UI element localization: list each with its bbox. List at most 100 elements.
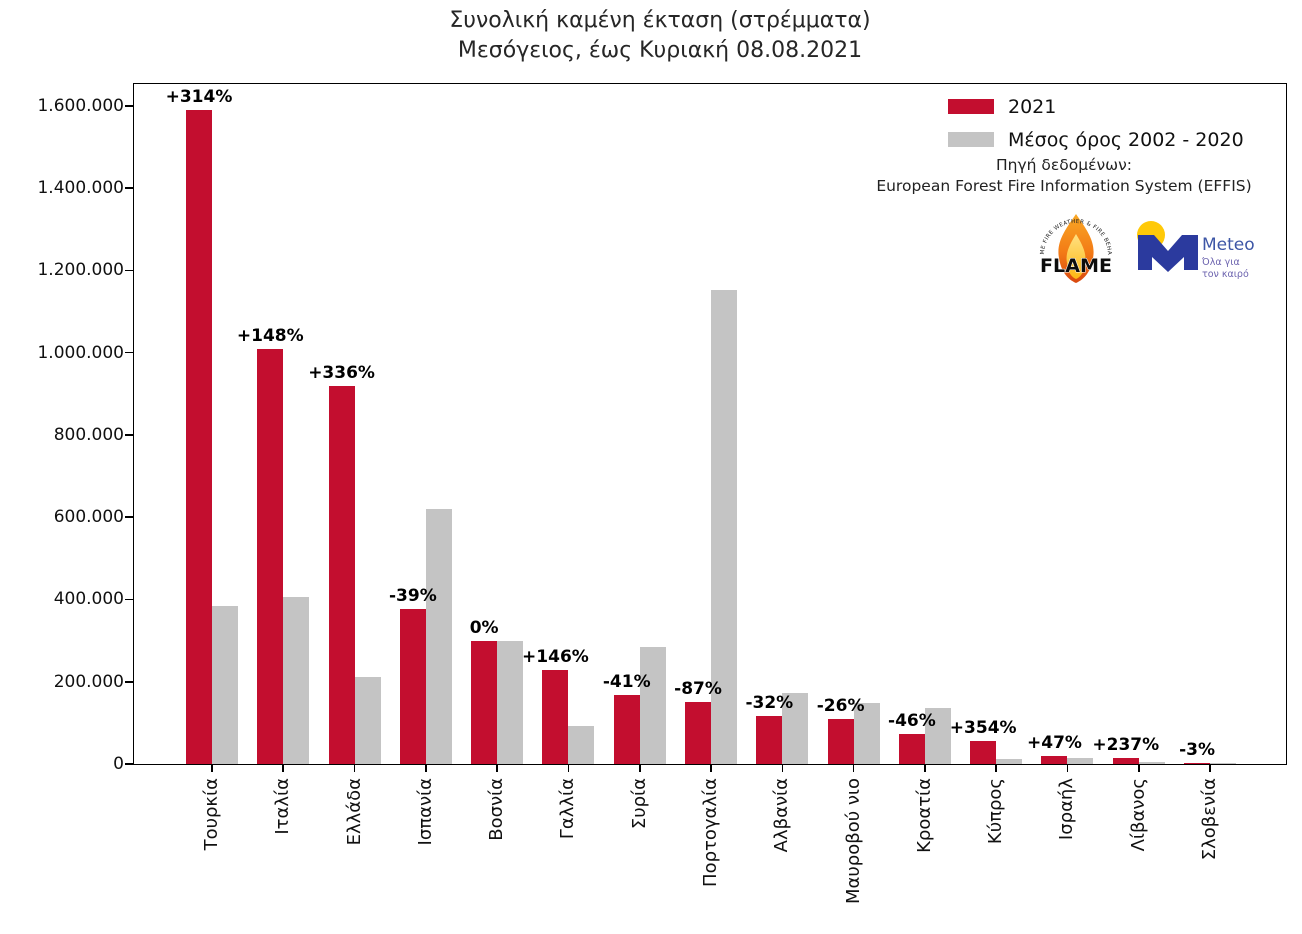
x-axis-tick: [852, 764, 855, 772]
source-line2: European Forest Fire Information System …: [876, 177, 1252, 195]
y-tick-label: 0: [113, 754, 124, 774]
y-tick-label: 1.200.000: [37, 260, 124, 281]
bar-2021: [827, 718, 854, 764]
x-axis-tick: [282, 764, 285, 772]
legend-label-2021: 2021: [1008, 95, 1057, 118]
bar-2021: [1184, 763, 1211, 764]
meteo-logo-label: Meteo: [1202, 235, 1255, 255]
y-axis-tick: [125, 187, 134, 189]
x-axis-tick: [638, 764, 641, 772]
bar-2021: [756, 715, 783, 764]
y-tick-label: 1.000.000: [37, 342, 124, 363]
chart-title-line1: Συνολική καμένη έκταση (στρέμματα): [449, 8, 871, 33]
x-tick-label: Γαλλία: [557, 778, 579, 840]
bar-average-2002-2020: [354, 677, 381, 764]
legend-swatch-2021: [948, 99, 994, 114]
plot-area: 0 200.000 400.000 600.000 800.000 1.000.000 1.…: [37, 83, 1287, 904]
y-axis-tick: [125, 598, 134, 601]
bar-average-2002-2020: [283, 596, 310, 764]
x-tick-label: Ιταλία: [272, 778, 294, 835]
meteo-tagline-line1: Όλα για: [1201, 257, 1240, 268]
bar-average-2002-2020: [1138, 762, 1165, 764]
x-axis-tick: [781, 764, 784, 772]
meteo-tagline-line2: τον καιρό: [1202, 269, 1249, 280]
bar-2021: [1112, 757, 1139, 764]
bar-change-label: -39%: [388, 585, 437, 606]
y-axis-tick: [125, 351, 134, 354]
bar-average-2002-2020: [996, 759, 1023, 764]
x-tick-label: Μαυροβού νιο: [842, 778, 864, 905]
x-tick-label: Ισπανία: [414, 778, 436, 846]
bar-average-2002-2020: [497, 640, 524, 764]
x-tick-label: Τουρκία: [201, 778, 222, 851]
flame-inner-shape: [1066, 234, 1086, 279]
y-tick-label: 1.400.000: [37, 178, 124, 199]
bar-2021: [328, 385, 355, 764]
bar-change-label: +336%: [308, 362, 375, 383]
x-tick-label: Συρία: [628, 778, 650, 830]
x-tick-label: Βοσνία: [486, 778, 508, 841]
bar-change-label: +237%: [1092, 734, 1160, 755]
bar-average-2002-2020: [1067, 758, 1094, 764]
bar-2021: [471, 641, 498, 764]
bar-average-2002-2020: [711, 289, 738, 764]
chart-title-line2: Μεσόγειος, έως Κυριακή 08.08.2021: [457, 38, 863, 63]
flame-logo-graphic: EXTREME FIRE WEATHER & FIRE BEHAVIOUR FL…: [1033, 204, 1113, 283]
bar-average-2002-2020: [639, 646, 666, 764]
y-tick-label: 800.000: [53, 424, 124, 445]
bar-2021: [1041, 755, 1068, 764]
x-tick-label: Λίβανος: [1127, 778, 1149, 852]
y-axis-tick: [125, 763, 134, 765]
bar-change-label: -46%: [888, 710, 936, 731]
x-tick-label: Ισραήλ: [1056, 778, 1078, 841]
bar-change-label: -26%: [816, 695, 865, 716]
meteo-m-icon: [1138, 235, 1198, 272]
y-tick-label: 600.000: [53, 507, 124, 528]
x-axis-tick: [1066, 764, 1069, 772]
bar-change-label: -87%: [674, 679, 722, 700]
bar-change-label: +354%: [949, 718, 1017, 739]
bar-change-label: +146%: [522, 647, 589, 668]
x-tick-label: Ελλάδα: [343, 778, 365, 846]
bar-2021: [970, 741, 997, 764]
x-axis-tick: [1209, 764, 1211, 772]
x-axis-tick: [995, 764, 997, 772]
data-source-note: Πηγή δεδομένων: European Forest Fire Inf…: [858, 155, 1270, 197]
y-tick-label: 1.600.000: [37, 95, 124, 116]
y-axis-tick: [125, 105, 134, 107]
source-line1: Πηγή δεδομένων:: [996, 156, 1132, 174]
bar-average-2002-2020: [212, 606, 238, 764]
y-axis-tick: [125, 516, 134, 518]
bar-average-2002-2020: [1210, 763, 1237, 764]
bar-change-label: -41%: [602, 671, 651, 692]
x-axis-tick: [567, 764, 570, 772]
legend-item-average: Μέσος όρος 2002 - 2020: [948, 123, 1244, 156]
bar-2021: [399, 608, 426, 764]
x-tick-label: Κύπρος: [985, 778, 1007, 845]
bar-change-label: -32%: [745, 692, 794, 713]
x-tick-label: Κροατία: [913, 778, 935, 853]
bar-average-2002-2020: [782, 693, 809, 764]
bar-change-label: -3%: [1179, 740, 1215, 761]
y-axis-tick: [125, 680, 134, 683]
bar-change-label: 0%: [469, 618, 499, 639]
legend: 2021 Μέσος όρος 2002 - 2020: [948, 90, 1244, 156]
bar-2021: [186, 109, 212, 764]
meteo-logo-graphic: Meteo Όλα για τον καιρό: [1137, 221, 1255, 280]
x-tick-label: Σλοβενία: [1199, 778, 1221, 861]
x-axis-tick: [425, 764, 427, 772]
meteo-logo: Meteo Όλα για τον καιρό: [1124, 218, 1300, 290]
bar-average-2002-2020: [853, 703, 880, 764]
legend-swatch-average: [948, 132, 994, 147]
bar-average-2002-2020: [425, 508, 452, 764]
flame-logo: EXTREME FIRE WEATHER & FIRE BEHAVIOUR FL…: [1033, 204, 1116, 294]
y-axis-tick: [125, 269, 134, 272]
legend-item-2021: 2021: [948, 90, 1244, 123]
x-axis-tick: [353, 764, 356, 772]
x-axis-tick: [1137, 764, 1140, 772]
x-axis-tick: [710, 764, 712, 772]
bar-2021: [542, 670, 569, 764]
bar-change-label: +314%: [165, 86, 233, 107]
bar-2021: [898, 733, 925, 764]
